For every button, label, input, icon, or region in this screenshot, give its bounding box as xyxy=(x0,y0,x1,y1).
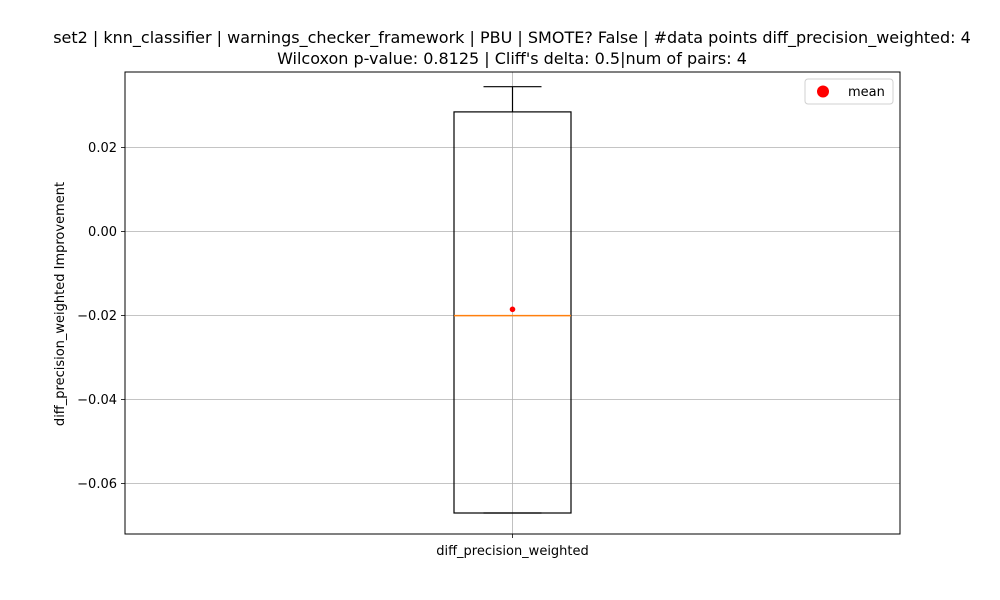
chart-title-line1: set2 | knn_classifier | warnings_checker… xyxy=(53,28,971,48)
y-tick-label: −0.02 xyxy=(77,309,117,324)
y-tick-label: 0.02 xyxy=(88,141,117,156)
x-tick-label: diff_precision_weighted xyxy=(436,544,589,559)
y-tick-label: −0.06 xyxy=(77,477,117,492)
plot-frame xyxy=(124,71,901,535)
legend-label: mean xyxy=(848,85,885,100)
legend-mean-marker xyxy=(817,85,829,98)
legend-box xyxy=(804,78,894,105)
y-tick-label: −0.04 xyxy=(77,393,117,408)
y-tick-label: 0.00 xyxy=(88,225,117,240)
chart-title-line2: Wilcoxon p-value: 0.8125 | Cliff's delta… xyxy=(277,49,747,68)
y-axis-label: diff_precision_weighted Improvement xyxy=(53,182,68,426)
mean-marker xyxy=(509,306,516,313)
